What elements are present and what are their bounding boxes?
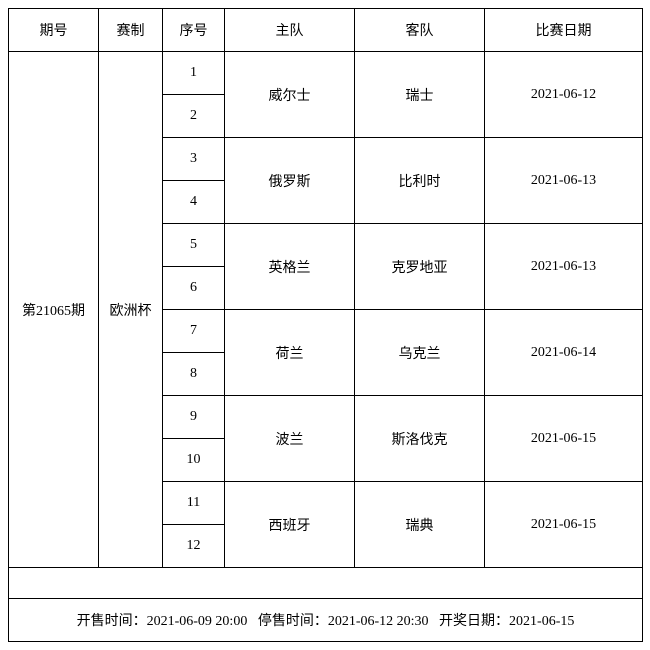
away-team-cell: 克罗地亚 xyxy=(355,224,485,310)
header-format: 赛制 xyxy=(99,9,163,52)
match-date-cell: 2021-06-15 xyxy=(485,482,643,568)
sequence-cell: 1 xyxy=(163,52,225,95)
table-row: 第21065期欧洲杯1威尔士瑞士2021-06-12 xyxy=(9,52,643,95)
home-team-cell: 西班牙 xyxy=(225,482,355,568)
sale-start-value: 2021-06-09 20:00 xyxy=(147,614,248,629)
sequence-cell: 4 xyxy=(163,181,225,224)
home-team-cell: 俄罗斯 xyxy=(225,138,355,224)
away-team-cell: 比利时 xyxy=(355,138,485,224)
match-date-cell: 2021-06-13 xyxy=(485,224,643,310)
header-date: 比赛日期 xyxy=(485,9,643,52)
sequence-cell: 10 xyxy=(163,439,225,482)
header-home: 主队 xyxy=(225,9,355,52)
sequence-cell: 5 xyxy=(163,224,225,267)
lottery-schedule-table: 期号 赛制 序号 主队 客队 比赛日期 第21065期欧洲杯1威尔士瑞士2021… xyxy=(8,8,643,642)
home-team-cell: 英格兰 xyxy=(225,224,355,310)
format-cell: 欧洲杯 xyxy=(99,52,163,568)
sale-start-label: 开售时间： xyxy=(77,614,147,629)
sequence-cell: 7 xyxy=(163,310,225,353)
sale-stop-value: 2021-06-12 20:30 xyxy=(328,614,429,629)
sequence-cell: 11 xyxy=(163,482,225,525)
header-period: 期号 xyxy=(9,9,99,52)
sequence-cell: 6 xyxy=(163,267,225,310)
sequence-cell: 2 xyxy=(163,95,225,138)
away-team-cell: 斯洛伐克 xyxy=(355,396,485,482)
away-team-cell: 瑞士 xyxy=(355,52,485,138)
draw-value: 2021-06-15 xyxy=(509,614,574,629)
header-away: 客队 xyxy=(355,9,485,52)
footer-empty-row xyxy=(9,568,643,599)
sale-stop-label: 停售时间： xyxy=(258,614,328,629)
sequence-cell: 12 xyxy=(163,525,225,568)
match-date-cell: 2021-06-14 xyxy=(485,310,643,396)
sequence-cell: 3 xyxy=(163,138,225,181)
draw-label: 开奖日期： xyxy=(439,614,509,629)
away-team-cell: 乌克兰 xyxy=(355,310,485,396)
home-team-cell: 荷兰 xyxy=(225,310,355,396)
footer-info-row: 开售时间：2021-06-09 20:00 停售时间：2021-06-12 20… xyxy=(9,599,643,642)
sequence-cell: 9 xyxy=(163,396,225,439)
match-date-cell: 2021-06-13 xyxy=(485,138,643,224)
footer-info-cell: 开售时间：2021-06-09 20:00 停售时间：2021-06-12 20… xyxy=(9,599,643,642)
sequence-cell: 8 xyxy=(163,353,225,396)
table-header-row: 期号 赛制 序号 主队 客队 比赛日期 xyxy=(9,9,643,52)
away-team-cell: 瑞典 xyxy=(355,482,485,568)
header-sequence: 序号 xyxy=(163,9,225,52)
period-cell: 第21065期 xyxy=(9,52,99,568)
match-date-cell: 2021-06-15 xyxy=(485,396,643,482)
footer-empty-cell xyxy=(9,568,643,599)
home-team-cell: 波兰 xyxy=(225,396,355,482)
match-date-cell: 2021-06-12 xyxy=(485,52,643,138)
home-team-cell: 威尔士 xyxy=(225,52,355,138)
